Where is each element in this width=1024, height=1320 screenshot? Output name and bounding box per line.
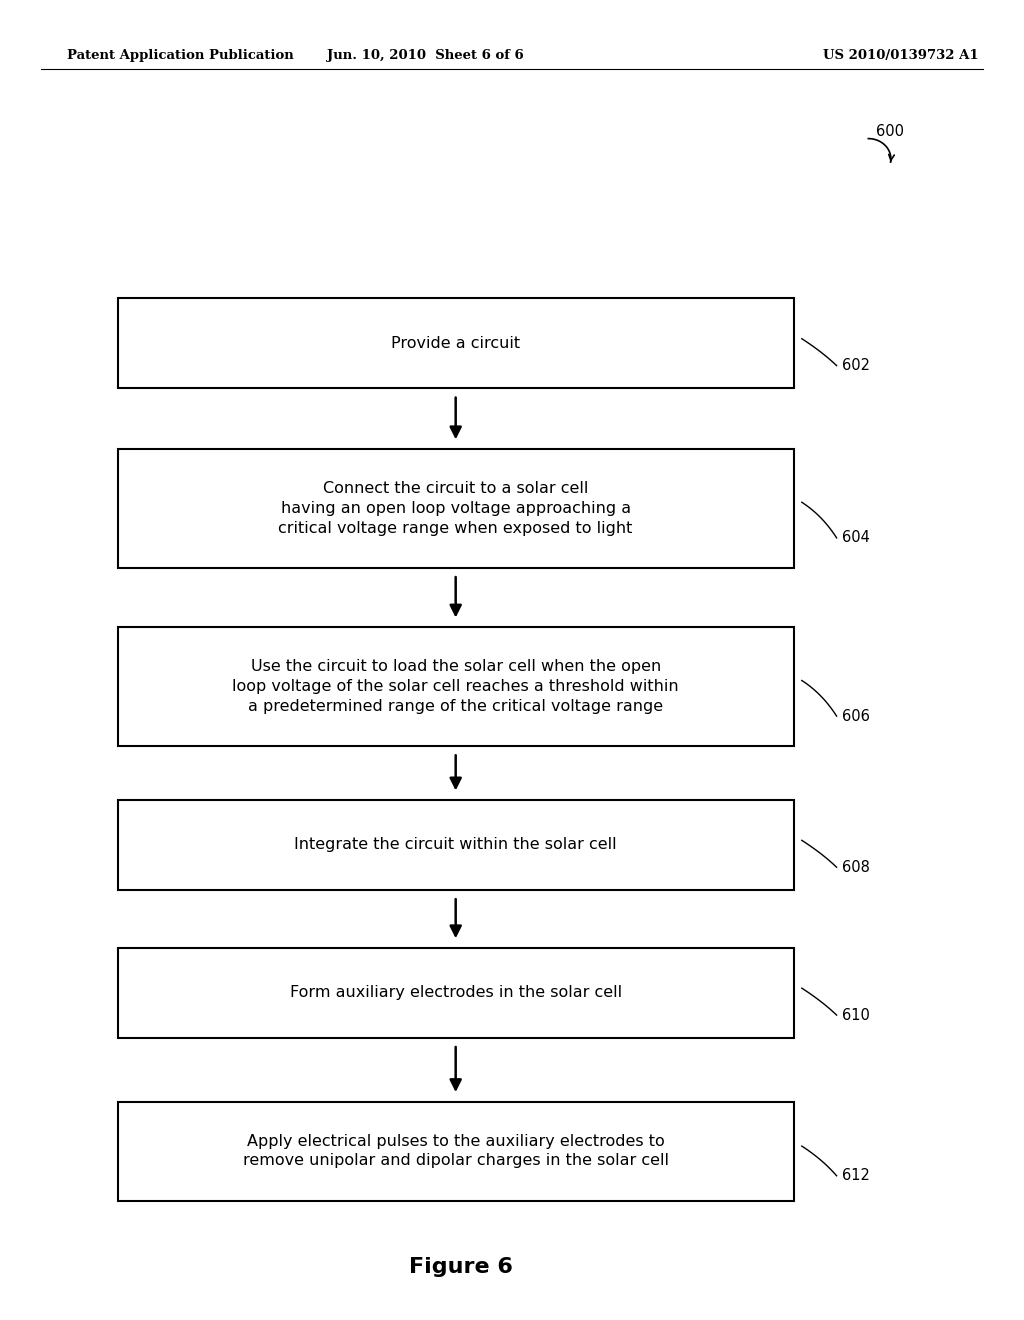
Text: 604: 604 xyxy=(842,531,869,545)
Text: Jun. 10, 2010  Sheet 6 of 6: Jun. 10, 2010 Sheet 6 of 6 xyxy=(327,49,523,62)
Text: Connect the circuit to a solar cell
having an open loop voltage approaching a
cr: Connect the circuit to a solar cell havi… xyxy=(279,480,633,536)
Text: Figure 6: Figure 6 xyxy=(409,1257,513,1278)
Bar xyxy=(118,1101,794,1201)
Text: 602: 602 xyxy=(842,358,869,374)
Bar xyxy=(118,627,794,746)
Text: Provide a circuit: Provide a circuit xyxy=(391,335,520,351)
Text: 600: 600 xyxy=(876,124,903,140)
Bar xyxy=(118,449,794,568)
Text: Integrate the circuit within the solar cell: Integrate the circuit within the solar c… xyxy=(294,837,617,853)
Bar xyxy=(118,800,794,890)
Text: Apply electrical pulses to the auxiliary electrodes to
remove unipolar and dipol: Apply electrical pulses to the auxiliary… xyxy=(243,1134,669,1168)
Text: 606: 606 xyxy=(842,709,869,723)
Text: Form auxiliary electrodes in the solar cell: Form auxiliary electrodes in the solar c… xyxy=(290,985,622,1001)
Text: Use the circuit to load the solar cell when the open
loop voltage of the solar c: Use the circuit to load the solar cell w… xyxy=(232,659,679,714)
Text: 608: 608 xyxy=(842,859,869,875)
Text: US 2010/0139732 A1: US 2010/0139732 A1 xyxy=(823,49,979,62)
Text: 612: 612 xyxy=(842,1168,869,1183)
Bar xyxy=(118,298,794,388)
Text: Patent Application Publication: Patent Application Publication xyxy=(67,49,293,62)
Bar xyxy=(118,948,794,1038)
Text: 610: 610 xyxy=(842,1007,869,1023)
